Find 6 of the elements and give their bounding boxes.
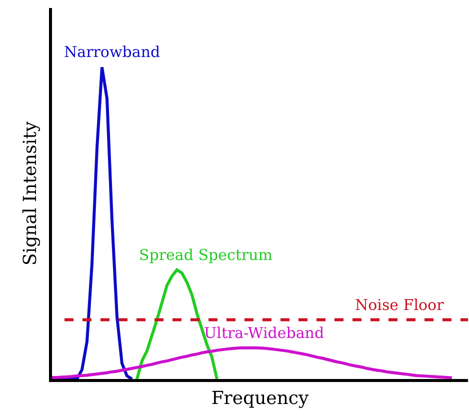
series-label: Spread Spectrum — [139, 246, 272, 264]
series-label: Narrowband — [64, 43, 160, 61]
ref-line-label: Noise Floor — [355, 296, 445, 314]
y-axis-title: Signal Intensity — [20, 120, 42, 266]
x-axis-title: Frequency — [211, 388, 310, 410]
series-label: Ultra-Wideband — [204, 324, 324, 342]
